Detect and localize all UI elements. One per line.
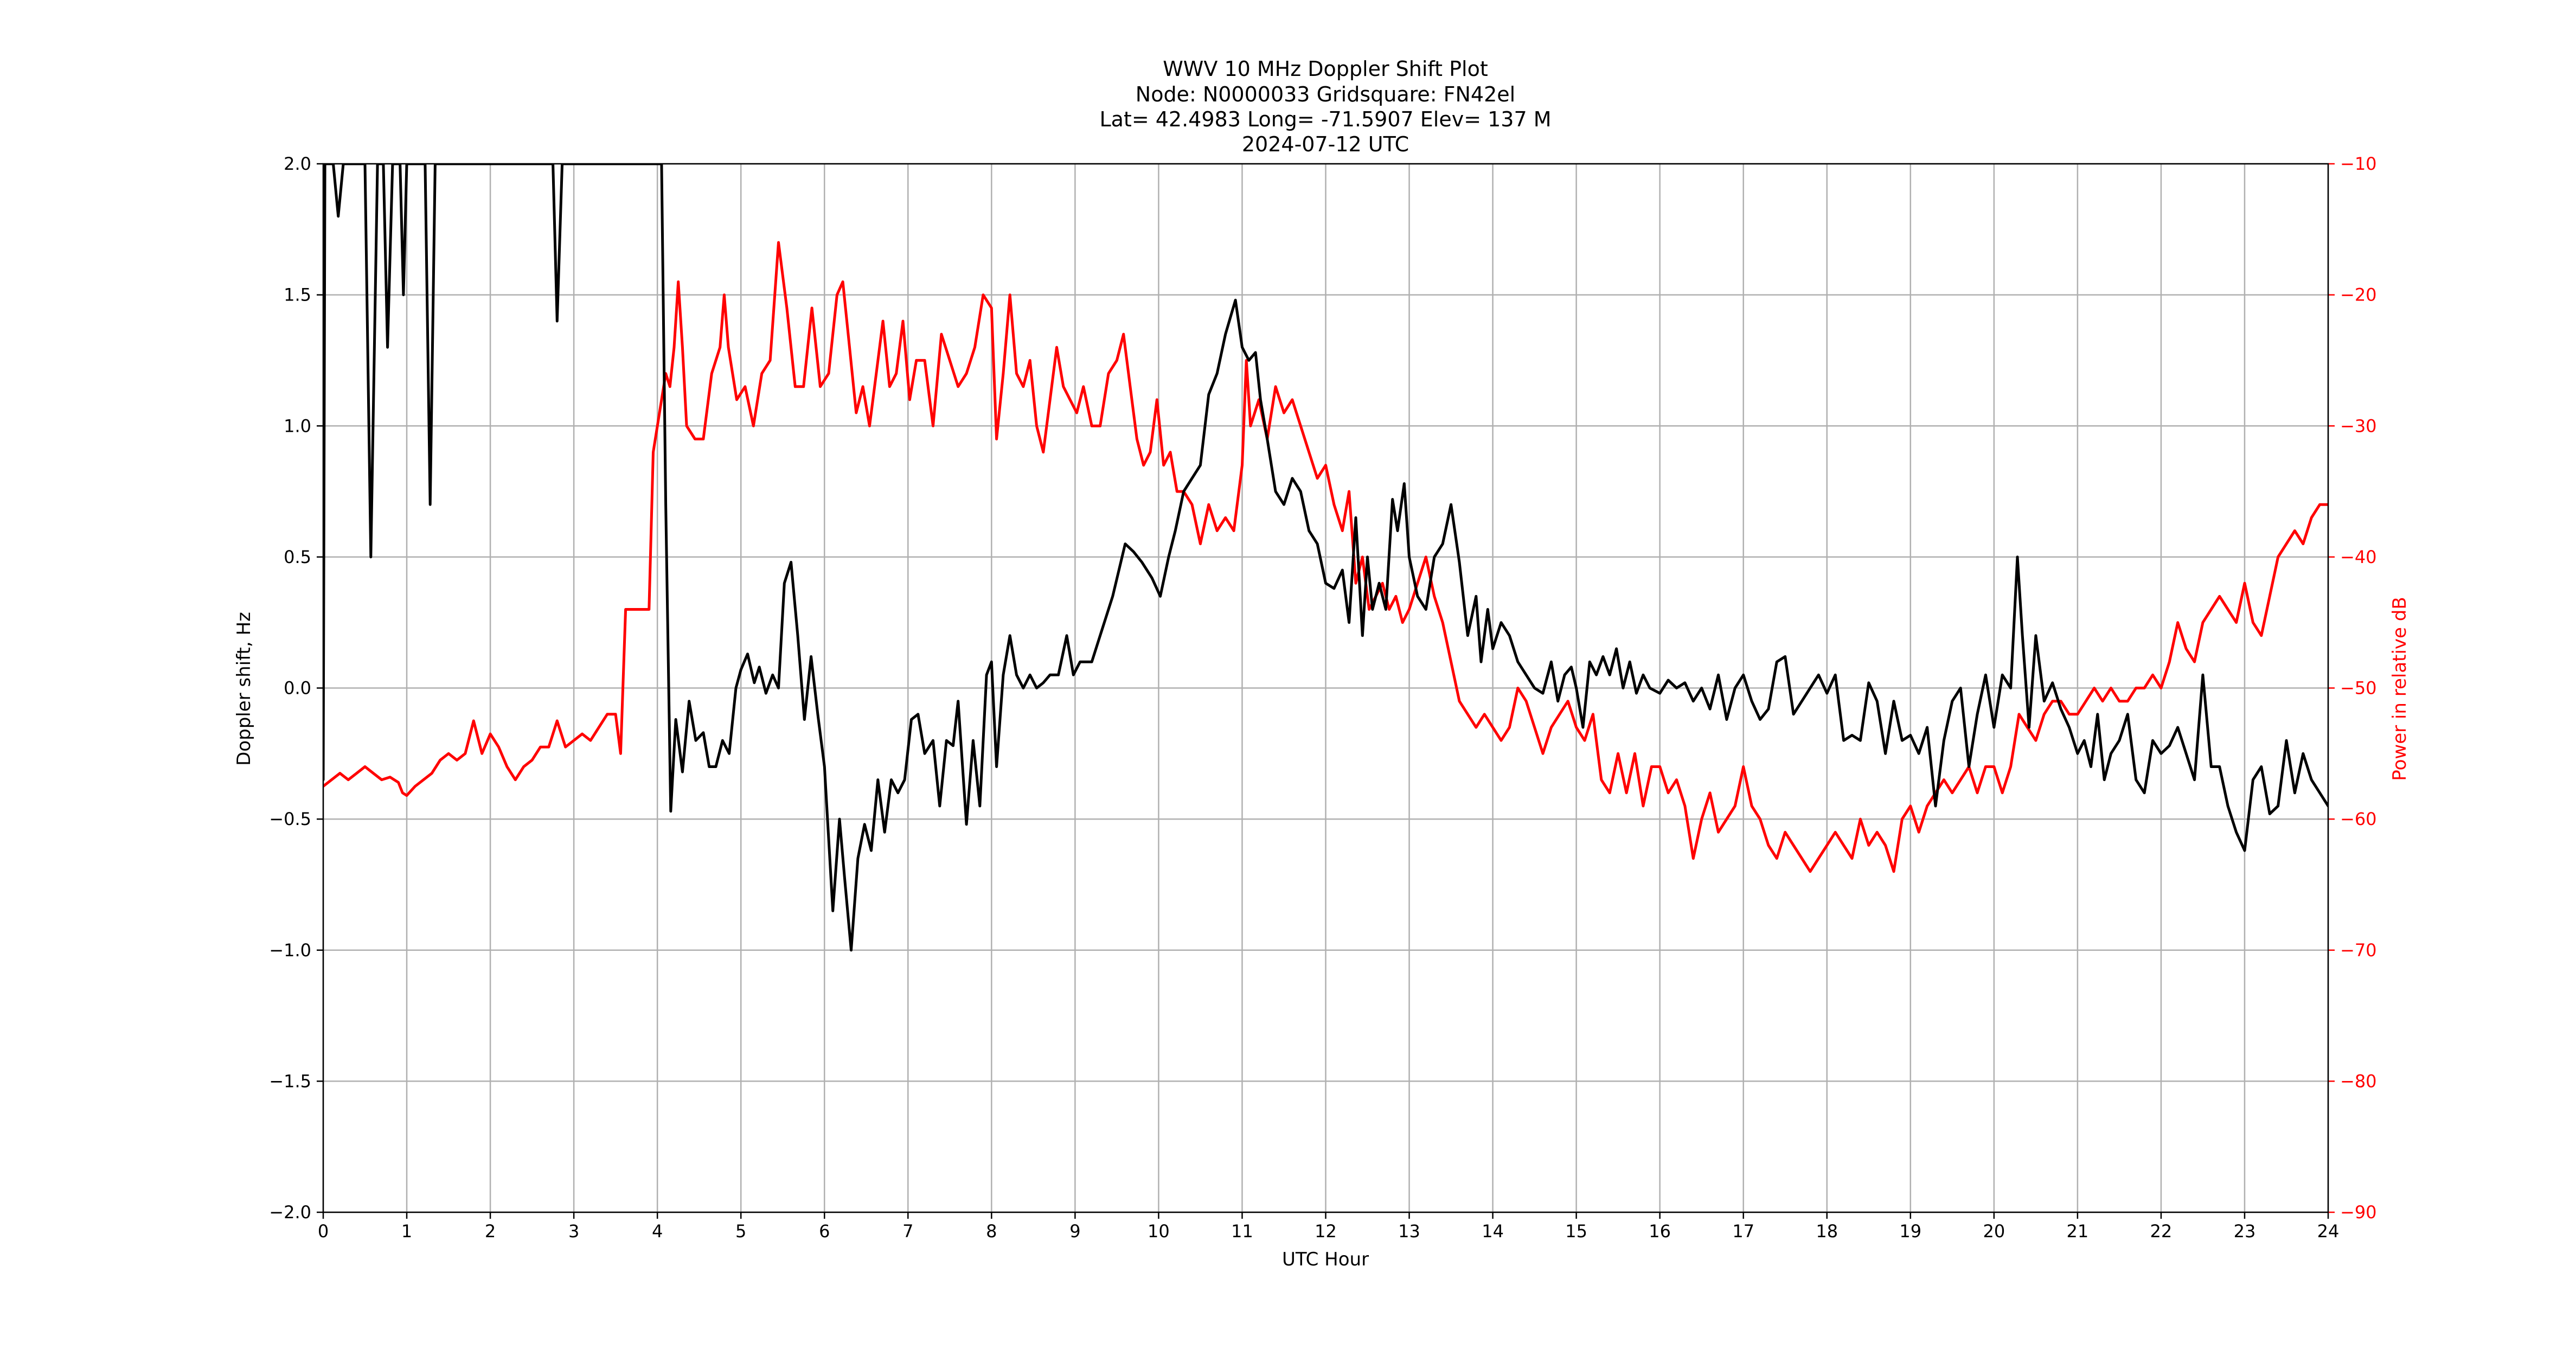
x-tick-label: 3 — [568, 1221, 579, 1242]
y2-tick-label: −60 — [2340, 809, 2377, 829]
y2-tick-label: −90 — [2340, 1202, 2377, 1223]
x-tick-label: 4 — [652, 1221, 663, 1242]
x-tick-label: 15 — [1565, 1221, 1587, 1242]
title-line-2: Node: N0000033 Gridsquare: FN42el — [1136, 82, 1515, 106]
data-series — [323, 164, 2328, 952]
x-axis-label: UTC Hour — [1282, 1249, 1369, 1270]
y2-tick-label: −40 — [2340, 547, 2377, 567]
x-tick-label: 16 — [1649, 1221, 1671, 1242]
y2-tick-label: −10 — [2340, 153, 2377, 174]
x-tick-label: 14 — [1482, 1221, 1504, 1242]
x-tick-label: 21 — [2067, 1221, 2089, 1242]
x-tick-label: 18 — [1816, 1221, 1838, 1242]
y-tick-label: −1.5 — [269, 1071, 311, 1091]
y2-tick-label: −70 — [2340, 940, 2377, 961]
x-tick-label: 2 — [485, 1221, 496, 1242]
y-axis-label: Doppler shift, Hz — [233, 612, 255, 766]
y2-axis-label: Power in relative dB — [2389, 597, 2411, 781]
y2-tick-label: −30 — [2340, 415, 2377, 436]
y-tick-label: 1.0 — [284, 415, 311, 436]
x-tick-label: 1 — [401, 1221, 412, 1242]
x-tick-label: 9 — [1069, 1221, 1080, 1242]
y2-tick-label: −20 — [2340, 285, 2377, 305]
x-tick-label: 12 — [1315, 1221, 1337, 1242]
x-tick-label: 23 — [2234, 1221, 2256, 1242]
doppler-series-line — [323, 164, 2328, 952]
y2-tick-label: −50 — [2340, 678, 2377, 699]
y-tick-label: 0.5 — [284, 547, 311, 567]
y-tick-label: 2.0 — [284, 153, 311, 174]
y-tick-label: −2.0 — [269, 1202, 311, 1223]
y-tick-label: −0.5 — [269, 809, 311, 829]
x-tick-label: 10 — [1148, 1221, 1170, 1242]
y-tick-label: −1.0 — [269, 940, 311, 961]
x-tick-label: 20 — [1983, 1221, 2005, 1242]
chart-title: WWV 10 MHz Doppler Shift Plot Node: N000… — [1099, 57, 1551, 156]
x-tick-label: 11 — [1231, 1221, 1253, 1242]
title-line-4: 2024-07-12 UTC — [1242, 132, 1409, 156]
title-line-1: WWV 10 MHz Doppler Shift Plot — [1163, 57, 1488, 81]
x-tick-label: 22 — [2150, 1221, 2173, 1242]
y-tick-label: 0.0 — [284, 678, 311, 699]
y-tick-label: 1.5 — [284, 285, 311, 305]
title-line-3: Lat= 42.4983 Long= -71.5907 Elev= 137 M — [1099, 107, 1551, 131]
x-tick-label: 0 — [318, 1221, 329, 1242]
axis-ticks: 0 1 2 3 4 5 6 7 8 9 10 11 12 13 14 15 16 17 18 19 20 21 22 23 24… — [269, 153, 2376, 1242]
x-tick-label: 7 — [902, 1221, 913, 1242]
x-tick-label: 19 — [1899, 1221, 1921, 1242]
x-tick-label: 8 — [986, 1221, 997, 1242]
x-tick-label: 13 — [1398, 1221, 1420, 1242]
x-tick-label: 17 — [1732, 1221, 1754, 1242]
plot-frame — [322, 163, 2329, 1213]
y2-tick-label: −80 — [2340, 1071, 2377, 1091]
x-tick-label: 24 — [2317, 1221, 2340, 1242]
x-tick-label: 5 — [735, 1221, 746, 1242]
x-tick-label: 6 — [819, 1221, 830, 1242]
